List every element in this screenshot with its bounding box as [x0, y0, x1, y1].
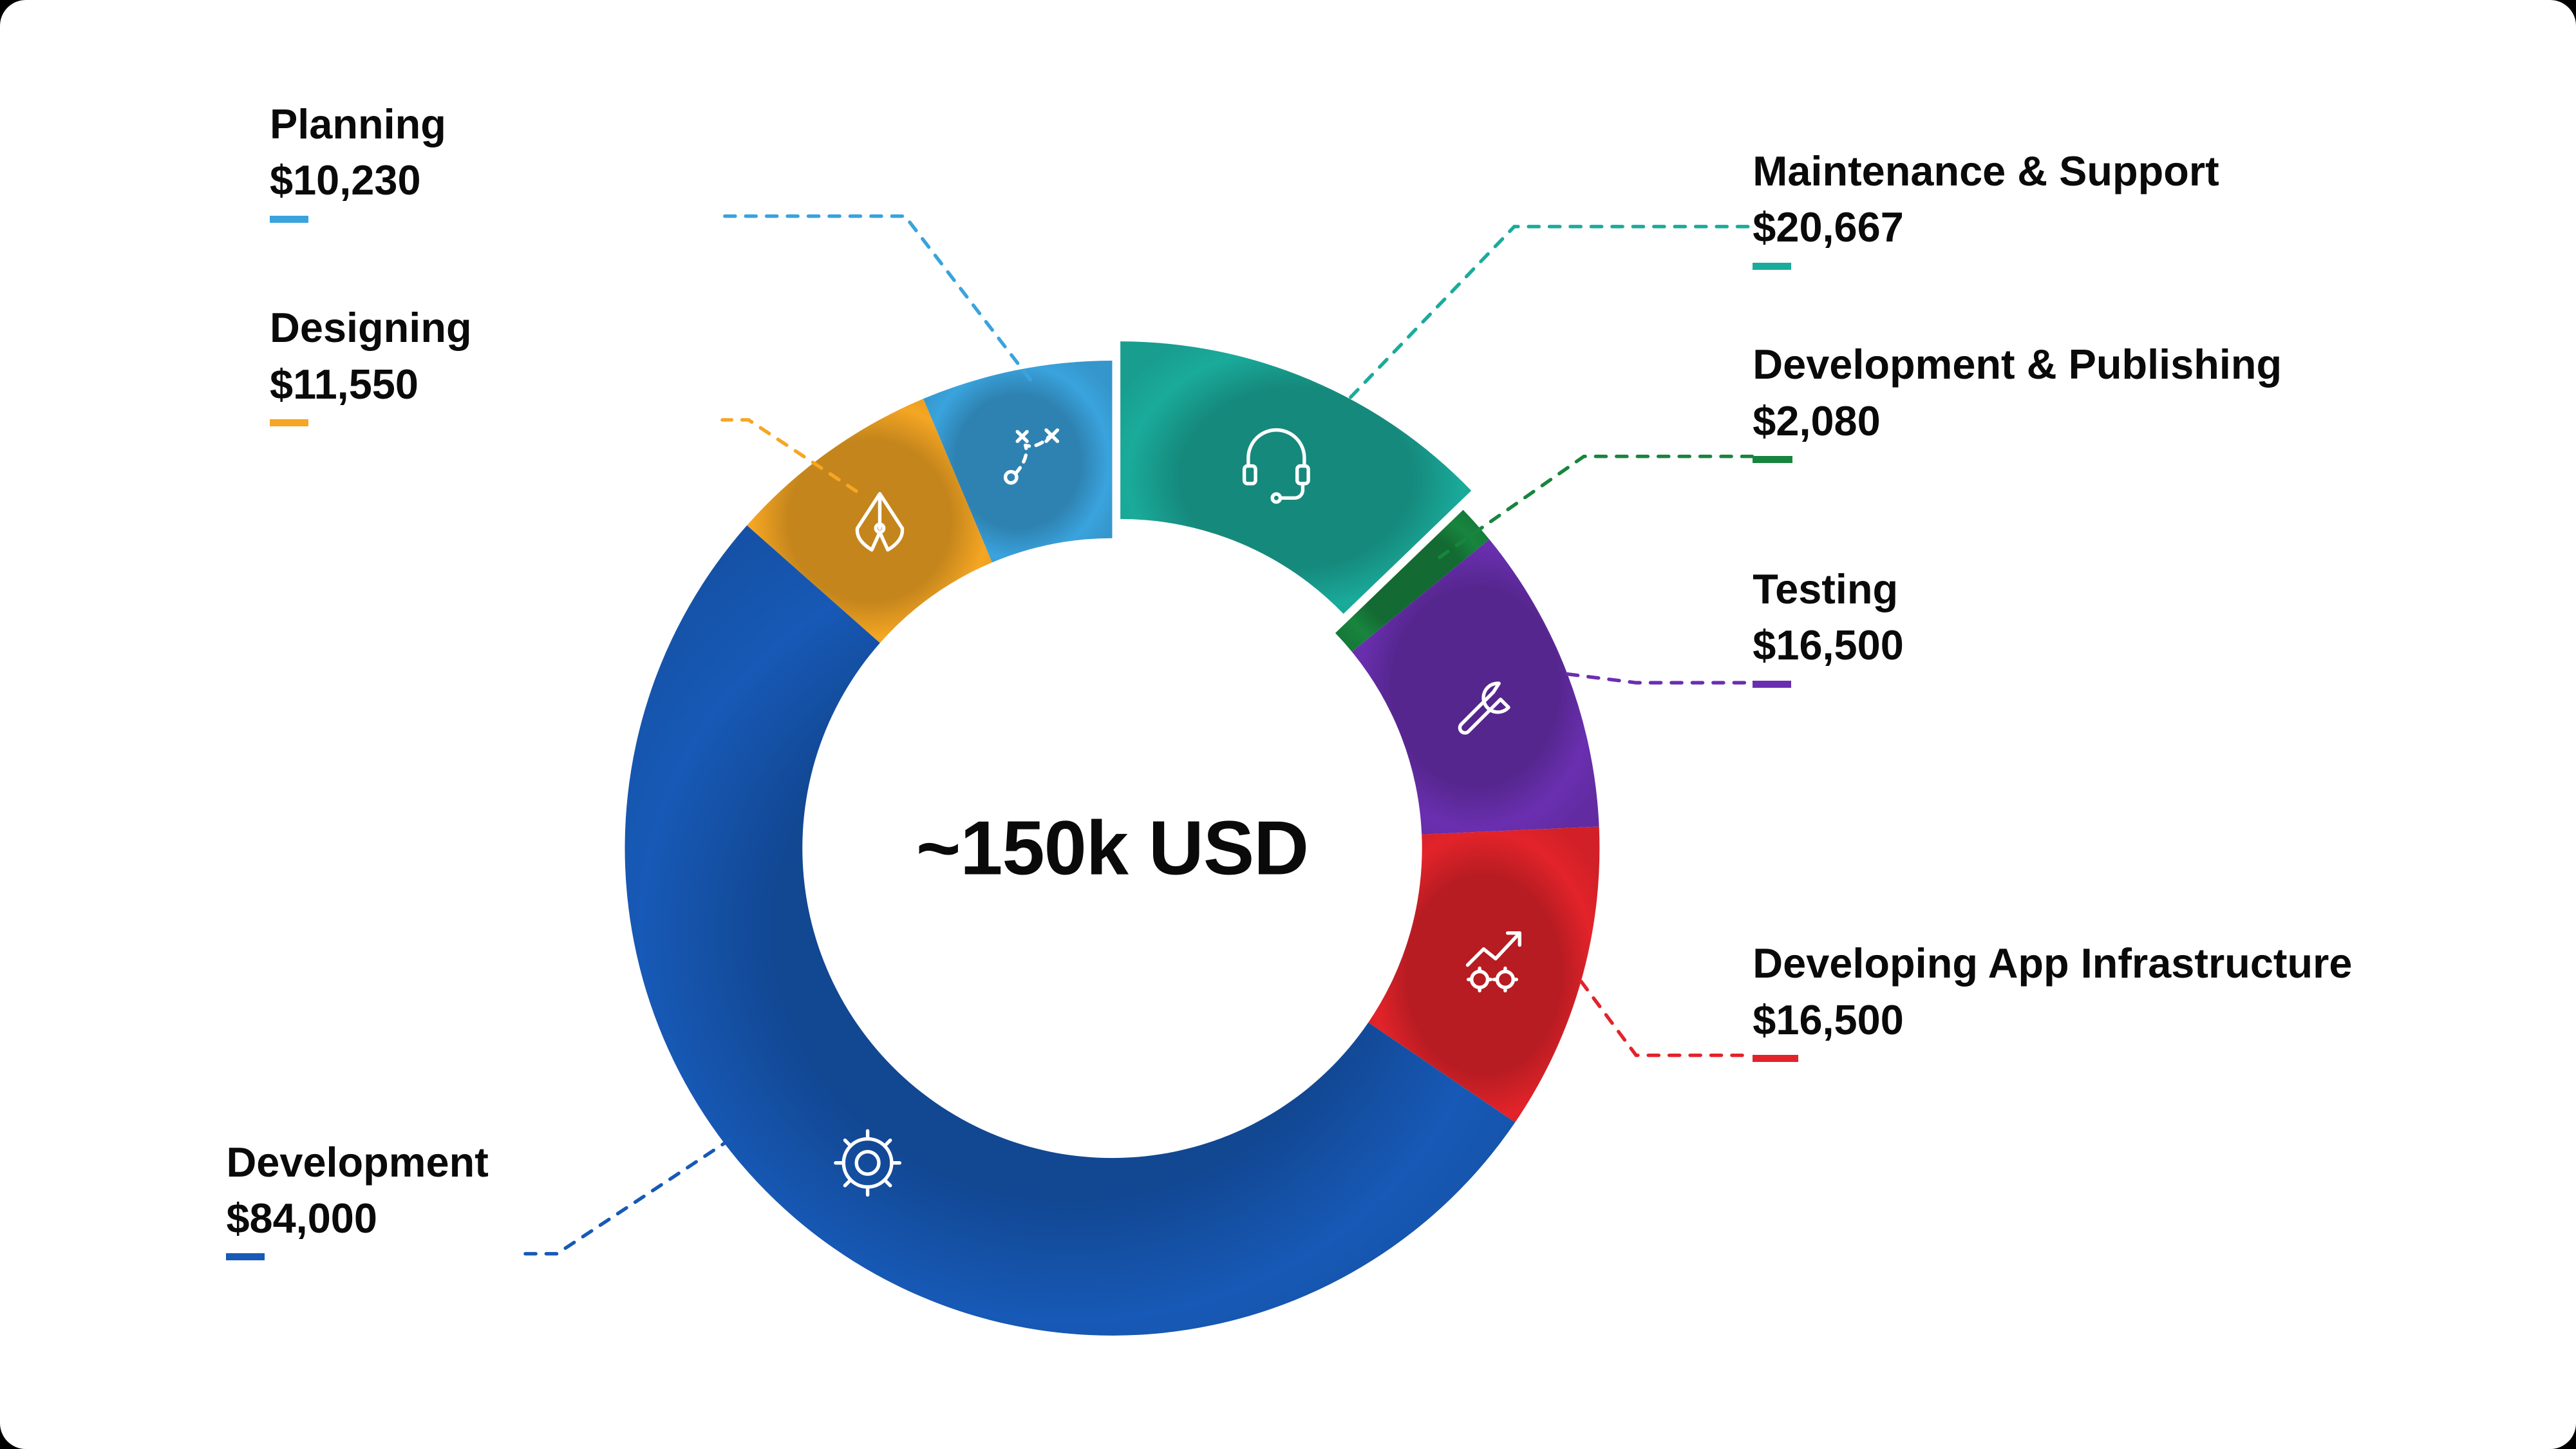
- label-development-value: $84,000: [226, 1190, 488, 1247]
- label-infrastructure: Developing App Infrastructure$16,500: [1753, 935, 2352, 1062]
- leader-development: [522, 1139, 731, 1253]
- leader-planning: [722, 216, 1030, 380]
- label-testing-title: Testing: [1753, 561, 1904, 618]
- label-planning-title: Planning: [270, 96, 446, 153]
- label-dev_publish-value: $2,080: [1753, 393, 2282, 450]
- label-maintenance: Maintenance & Support$20,667: [1753, 143, 2219, 270]
- label-maintenance-underline: [1753, 263, 1791, 270]
- chart-frame: Maintenance & Support$20,667 Development …: [0, 0, 2576, 1449]
- leader-infrastructure: [1581, 981, 1753, 1056]
- label-planning-value: $10,230: [270, 152, 446, 209]
- label-planning: Planning$10,230: [270, 96, 446, 223]
- label-testing-value: $16,500: [1753, 617, 1904, 674]
- label-dev_publish: Development & Publishing$2,080: [1753, 336, 2282, 463]
- label-maintenance-value: $20,667: [1753, 199, 2219, 256]
- label-designing-title: Designing: [270, 299, 472, 356]
- label-testing-underline: [1753, 681, 1791, 688]
- label-development: Development$84,000: [226, 1134, 488, 1261]
- leader-testing: [1568, 674, 1753, 683]
- label-planning-underline: [270, 216, 308, 223]
- label-development-title: Development: [226, 1134, 488, 1191]
- center-total-label: ~150k USD: [916, 804, 1308, 893]
- label-infrastructure-value: $16,500: [1753, 992, 2352, 1048]
- label-infrastructure-underline: [1753, 1055, 1798, 1062]
- label-maintenance-title: Maintenance & Support: [1753, 143, 2219, 200]
- label-designing-value: $11,550: [270, 356, 472, 413]
- label-dev_publish-underline: [1753, 456, 1792, 463]
- label-designing-underline: [270, 419, 308, 426]
- leader-maintenance: [1351, 227, 1753, 397]
- label-testing: Testing$16,500: [1753, 561, 1904, 688]
- label-infrastructure-title: Developing App Infrastructure: [1753, 935, 2352, 992]
- label-development-underline: [226, 1253, 265, 1260]
- label-designing: Designing$11,550: [270, 299, 472, 426]
- label-dev_publish-title: Development & Publishing: [1753, 336, 2282, 393]
